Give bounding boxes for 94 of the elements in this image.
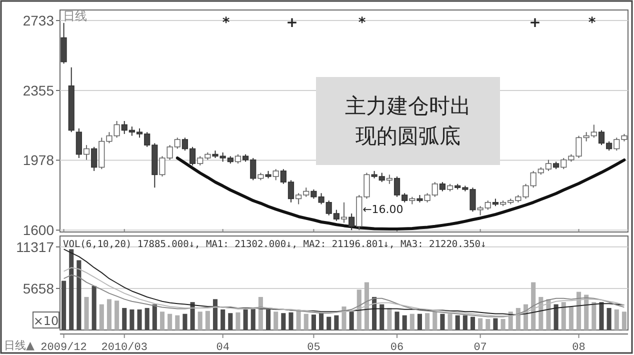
bar [228,313,233,330]
bar [319,313,324,330]
x-tick-label: 05 [307,342,320,354]
bar [106,299,112,330]
bar [622,312,626,330]
y-tick-label: 1600 [22,222,54,238]
bar [92,286,96,330]
bar [599,302,604,330]
bar [349,312,354,330]
x-tick-label: 08 [572,342,586,354]
x-tick-label: 2009/12 [40,342,87,354]
text: 日线▲ [4,339,35,352]
bar [614,309,619,330]
bar [394,312,400,330]
y-tick-label: 5658 [22,280,54,296]
bar [470,316,476,330]
candlestick [91,146,98,172]
annotation: * [222,15,230,31]
bar [440,314,445,330]
x-tick-label: 2010/03 [101,342,148,354]
bar [137,309,142,330]
annotation: * [588,15,596,31]
x-tick-label: 04 [216,342,230,354]
bar [486,318,490,330]
bar [69,249,74,330]
candlestick [439,182,446,192]
bar [493,318,498,330]
bar [168,314,172,330]
bar [410,314,414,330]
line-series [63,248,625,316]
bar [554,304,558,330]
candlestick [340,202,348,224]
y-tick-label: 1978 [22,152,54,168]
bar [130,309,134,330]
bar [122,308,127,330]
candlestick [83,144,90,160]
bar [62,280,66,330]
bar [76,260,82,330]
y-tick-label: 2733 [22,12,54,29]
x-tick-label: 07 [474,342,487,354]
bar [326,316,332,330]
bar [99,304,104,330]
bar [160,312,165,330]
bar [425,313,430,330]
bar [152,304,157,330]
bar [288,312,294,330]
bar [114,300,120,330]
bar [568,306,574,330]
annotation: + [529,15,541,31]
y-tick-label: 2355 [22,82,54,98]
annotation: * [358,15,366,31]
candlestick [272,168,279,181]
candlestick [76,128,82,158]
annotation: ←16.00 [362,203,404,216]
chart-title: 日线 [63,9,87,23]
line-series [63,274,625,318]
bar [250,308,256,330]
bar [266,309,271,330]
bar [243,309,248,330]
bar [606,308,612,330]
bar [182,314,188,330]
bar [455,315,460,330]
bar [402,315,407,330]
bar [387,308,392,330]
bar [236,312,240,330]
bar [281,313,286,330]
bar [462,315,468,330]
y-tick-label: 11317 [16,238,54,255]
annotation: + [286,15,298,31]
bar [220,309,226,330]
candlestick [234,154,242,164]
text: ×10 [33,314,59,328]
candlestick [386,174,392,184]
chart-title: VOL(6,10,20) 17885.000↓, MA1: 21302.000↓, MA2: 21196.801↓, MA3: 21220.350↓ [63,239,486,250]
bar [190,302,195,330]
bar [205,310,210,330]
bar [417,314,422,330]
line-series [176,156,626,230]
bar [311,314,316,330]
annotation: 主力建仓时出现的圆弧底 [316,77,500,165]
bar [274,312,278,330]
bar [334,315,339,330]
x-tick-label: 06 [390,342,404,354]
bar [212,299,218,330]
bar [198,312,202,330]
candlestick [348,213,355,231]
bar [592,302,596,330]
bar [144,308,150,330]
bar [304,314,308,330]
bar [84,296,89,330]
bar [500,318,506,330]
bar [175,315,180,330]
bar [478,318,483,330]
bar [380,304,384,330]
